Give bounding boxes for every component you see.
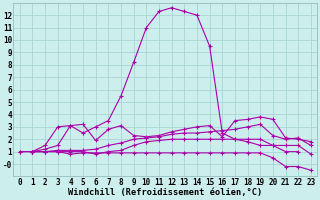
X-axis label: Windchill (Refroidissement éolien,°C): Windchill (Refroidissement éolien,°C) bbox=[68, 188, 262, 197]
